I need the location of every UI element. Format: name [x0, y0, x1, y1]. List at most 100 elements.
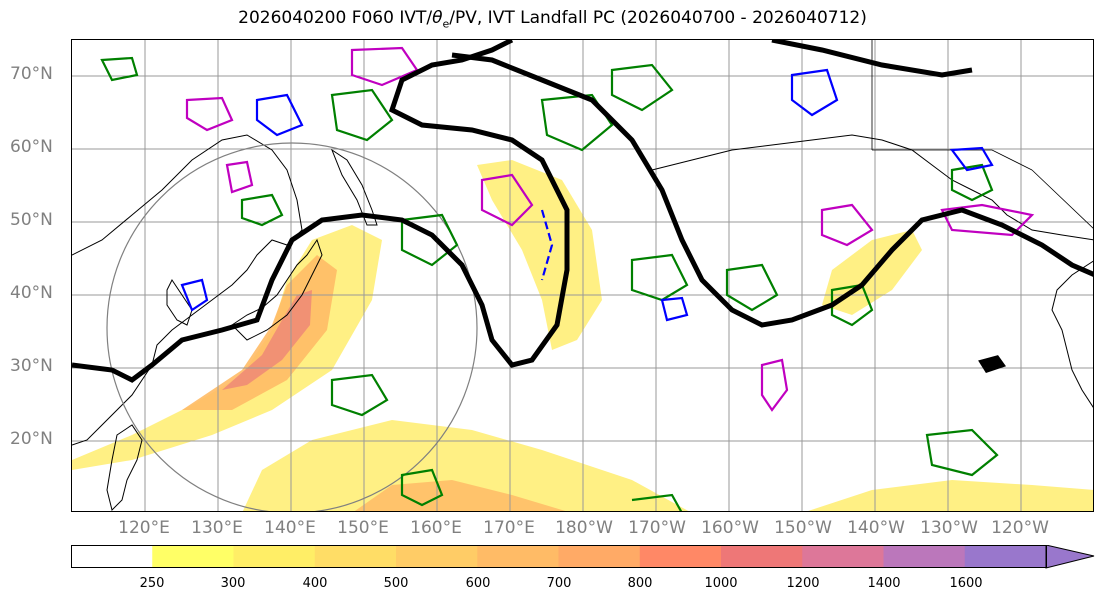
theta-e-contour — [925, 428, 999, 477]
lon-label-120w: 120°W — [991, 518, 1049, 538]
lon-label-160e: 160°E — [410, 518, 462, 538]
colorbar-tick-label: 1400 — [867, 576, 901, 591]
pv-neg-contour — [180, 278, 209, 312]
tropopause-line — [771, 40, 973, 78]
lon-label-160w: 160°W — [701, 518, 759, 538]
tropopause-line — [72, 40, 570, 383]
tropopause-line — [978, 355, 1007, 373]
pv-contours-neg — [180, 68, 994, 322]
theta-e-contour — [400, 468, 444, 507]
lon-label-130w: 130°W — [920, 518, 978, 538]
theta-e-contour — [610, 63, 674, 112]
colorbar-tick-label: 500 — [383, 576, 409, 591]
pv-neg-contour — [949, 146, 994, 172]
lon-label-150e: 150°E — [337, 518, 389, 538]
japan-coastline — [231, 238, 323, 341]
theta-e-contour — [400, 213, 459, 267]
map-title: 2026040200 F060 IVT/θe/PV, IVT Landfall … — [238, 8, 867, 31]
kamchatka-coastline — [330, 148, 378, 226]
lat-label-40n: 40°N — [10, 283, 53, 303]
theta-e-contour — [725, 263, 779, 312]
colorbar-segment — [639, 545, 722, 568]
pv-contour — [940, 203, 1035, 237]
pv-neg-contour — [660, 296, 689, 322]
lon-label-150w: 150°W — [774, 518, 832, 538]
na-coastline — [1051, 260, 1093, 408]
pv-contour — [820, 203, 874, 247]
theta-e-contour — [630, 253, 689, 302]
asia-coastline — [72, 134, 303, 446]
theta-e-contour — [330, 373, 389, 417]
ivt-plume-max — [222, 290, 312, 390]
tropopause-line — [451, 52, 1093, 328]
colorbar-tick-label: 400 — [302, 576, 328, 591]
colorbar-segment — [558, 545, 641, 568]
colorbar-segment — [314, 545, 397, 568]
theta-e-contours — [100, 56, 999, 511]
lon-label-130e: 130°E — [191, 518, 243, 538]
pv-neg-contour — [540, 209, 554, 281]
pv-contour — [350, 46, 419, 87]
colorbar-segment — [71, 545, 153, 568]
ivt-plume-south-core — [354, 480, 566, 511]
graticule — [72, 40, 1093, 511]
colorbar-segment — [477, 545, 559, 568]
theta-e-contour — [540, 93, 614, 152]
ivt-colorbar — [71, 544, 1096, 577]
korea-coastline — [166, 279, 193, 326]
pv-contour — [760, 358, 789, 412]
map-panel — [71, 39, 1094, 512]
colorbar-segment — [396, 545, 478, 568]
colorbar-tick-label: 1600 — [949, 576, 983, 591]
colorbar-tick-label: 600 — [465, 576, 491, 591]
colorbar-segments — [71, 545, 1047, 568]
coastlines — [72, 40, 1093, 511]
lon-label-120e: 120°E — [118, 518, 170, 538]
theta-e-contour — [950, 163, 994, 202]
colorbar-segment — [721, 545, 803, 568]
theta-e-contour — [631, 493, 683, 511]
colorbar-segment — [802, 545, 884, 568]
colorbar-tick-label: 250 — [139, 576, 165, 591]
lat-label-60n: 60°N — [10, 137, 53, 157]
pv-neg-contour — [790, 68, 839, 117]
colorbar-segment — [152, 545, 234, 568]
pv-contour — [225, 160, 254, 194]
ivt-plume-west — [72, 225, 382, 470]
colorbar-segment — [883, 545, 966, 568]
lon-label-170e: 170°E — [483, 518, 535, 538]
lon-label-180w: 180°W — [555, 518, 613, 538]
theta-e-contour — [330, 88, 394, 142]
landfall-circle — [106, 142, 478, 511]
lon-label-140w: 140°W — [847, 518, 905, 538]
theta-e-contour — [100, 56, 139, 82]
pv-contours-pos — [185, 46, 1035, 412]
pv-2pvu-line — [72, 40, 1093, 383]
alaska-coastline — [651, 134, 1093, 241]
canada-border — [871, 40, 1093, 229]
colorbar-outline — [71, 545, 1047, 568]
pv-contour — [185, 96, 234, 132]
philippines-coastline — [106, 424, 143, 511]
lon-label-170w: 170°W — [628, 518, 686, 538]
lat-label-20n: 20°N — [10, 429, 53, 449]
ivt-plume-central — [477, 160, 602, 350]
lat-label-50n: 50°N — [10, 210, 53, 230]
ivt-plume-core — [182, 255, 337, 410]
colorbar-tick-label: 800 — [627, 576, 653, 591]
colorbar-tick-label: 300 — [220, 576, 246, 591]
pv-neg-contour — [255, 93, 304, 137]
ivt-plume-se — [808, 480, 1093, 511]
colorbar-svg — [71, 544, 1095, 569]
theta-e-contour — [240, 193, 284, 227]
colorbar-extend-arrow — [1045, 544, 1095, 569]
pv-contour — [480, 173, 534, 227]
ivt-plume-south — [242, 420, 689, 511]
colorbar-tick-label: 1200 — [786, 576, 820, 591]
colorbar-tick-label: 1000 — [704, 576, 738, 591]
colorbar-segment — [964, 545, 1047, 568]
map-canvas — [72, 40, 1093, 511]
lat-label-30n: 30°N — [10, 356, 53, 376]
colorbar-segment — [233, 545, 316, 568]
lat-label-70n: 70°N — [10, 64, 53, 84]
